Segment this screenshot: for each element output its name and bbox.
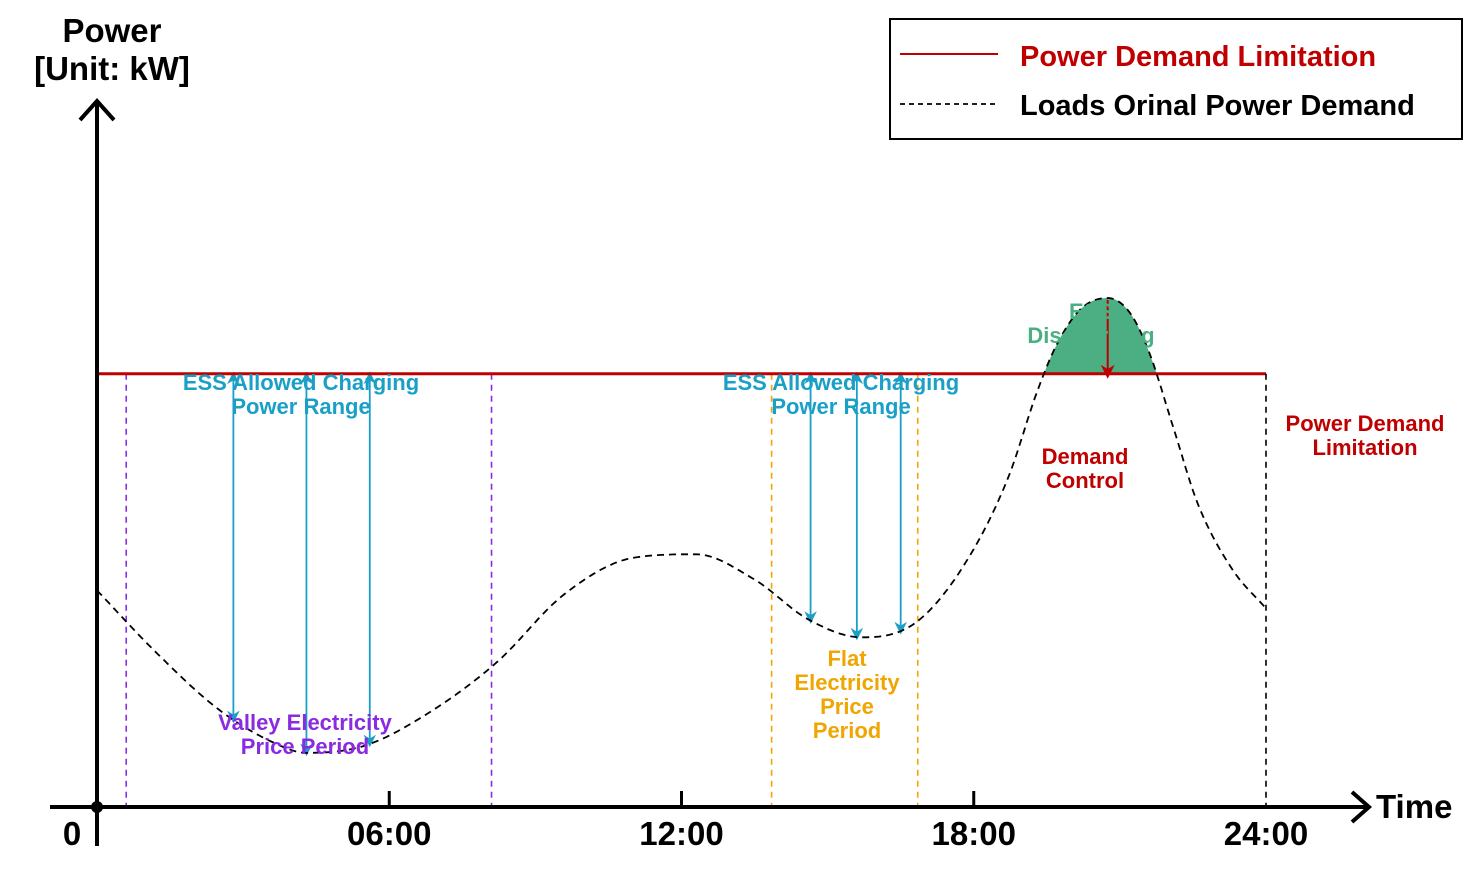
x-axis-title: Time	[1376, 788, 1452, 825]
y-axis-arrowhead	[78, 98, 116, 122]
flat-period-label-line2: Price	[820, 694, 874, 719]
legend: Power Demand Limitation Loads Orinal Pow…	[889, 18, 1463, 140]
flat-period-label-line0: Flat	[827, 646, 867, 671]
x-tick-label-0: 0	[63, 815, 81, 852]
loads-original-power-demand-curve	[96, 297, 1267, 754]
x-tick-label-3: 18:00	[932, 815, 1016, 852]
flat-period-label-line3: Period	[813, 718, 881, 743]
x-tick-label-1: 06:00	[347, 815, 431, 852]
origin-dot	[91, 801, 103, 813]
legend-label-demand: Loads Orinal Power Demand	[1020, 90, 1415, 122]
discharging-label-line1: Discharging	[1027, 323, 1154, 348]
y-axis-title-line2: [Unit: kW]	[34, 50, 190, 87]
x-axis-arrowhead	[1350, 790, 1373, 824]
x-tick-label-4: 24:00	[1224, 815, 1308, 852]
discharging-label-line0: ESS	[1069, 299, 1113, 324]
valley-period-label-line0: Valley Electricity	[218, 710, 392, 735]
charging-label-1-line0: ESS Allowed Charging	[183, 370, 419, 395]
demand-control-label-line0: Demand	[1042, 444, 1129, 469]
flat-period-label-line1: Electricity	[794, 670, 900, 695]
ess-discharging-area	[1044, 298, 1157, 374]
x-tick-label-2: 12:00	[639, 815, 723, 852]
legend-label-limit: Power Demand Limitation	[1020, 41, 1376, 73]
limit-label-line0: Power Demand	[1286, 411, 1445, 436]
charging-label-2-line0: ESS Allowed Charging	[723, 370, 959, 395]
x-axis-ticks: 0 06:00 12:00 18:00 24:00	[63, 791, 1308, 852]
charging-label-1-line1: Power Range	[231, 394, 370, 419]
axes	[50, 98, 1373, 846]
charging-label-2-line1: Power Range	[771, 394, 910, 419]
charging-arrows	[227, 371, 907, 757]
y-axis-title-line1: Power	[62, 12, 161, 49]
legend-box	[889, 18, 1463, 140]
valley-period-label-line1: Price Period	[241, 734, 369, 759]
limit-label-line1: Limitation	[1312, 435, 1417, 460]
demand-control-label-line1: Control	[1046, 468, 1124, 493]
